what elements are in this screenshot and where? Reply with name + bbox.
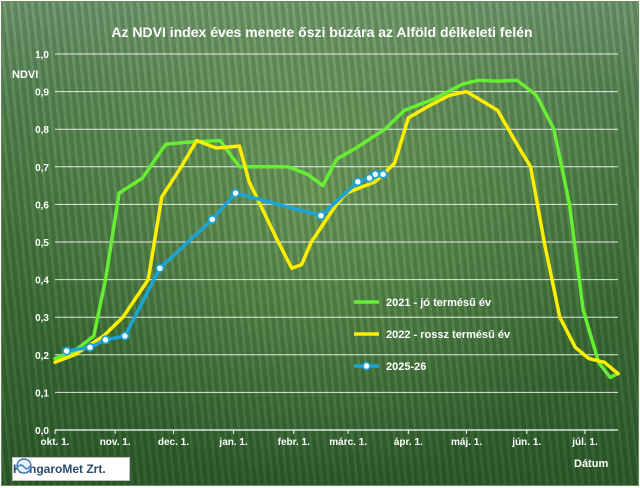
y-tick-label: 0,6 [35, 200, 49, 211]
series-line-0 [53, 78, 620, 380]
series-line-1 [53, 89, 620, 376]
y-tick-label: 0,3 [35, 313, 49, 324]
series-point [120, 331, 130, 341]
y-tick-label: 0,5 [35, 238, 49, 249]
x-tick-label: jan. 1. [218, 437, 248, 448]
y-tick-label: 1,0 [35, 50, 49, 61]
legend-marker [361, 361, 371, 371]
x-axis-label: Dátum [574, 458, 608, 470]
y-axis-label: NDVI [12, 69, 38, 81]
series-point [85, 342, 95, 352]
series-point [100, 335, 110, 345]
legend-label: 2025-26 [386, 361, 426, 373]
x-tick-label: febr. 1. [278, 437, 310, 448]
x-tick-label: nov. 1. [100, 437, 131, 448]
series-point [378, 169, 388, 179]
y-tick-label: 0,4 [35, 276, 49, 287]
series-point [370, 169, 380, 179]
series-point [155, 263, 165, 273]
series-point [62, 346, 72, 356]
hungaromet-logo: HungaroMet Zrt. [12, 457, 130, 481]
x-tick-label: dec. 1. [158, 437, 189, 448]
x-tick-label: júl. 1. [571, 437, 598, 448]
series-point [316, 211, 326, 221]
logo-text: HungaroMet Zrt. [13, 462, 106, 476]
x-tick-label: jún. 1. [511, 437, 541, 448]
chart-title: Az NDVI index éves menete őszi búzára az… [111, 24, 533, 40]
y-tick-label: 0,2 [35, 351, 49, 362]
series-point [353, 177, 363, 187]
x-tick-label: okt. 1. [41, 437, 70, 448]
series-point [207, 214, 217, 224]
y-tick-label: 0,9 [35, 88, 49, 99]
y-tick-label: 0,8 [35, 125, 49, 136]
x-tick-label: márc. 1. [329, 437, 367, 448]
x-tick-label: máj. 1. [451, 437, 482, 448]
legend-label: 2022 - rossz termésű év [386, 329, 511, 341]
hungaromet-logo-icon [16, 458, 32, 474]
y-tick-label: 0,7 [35, 163, 49, 174]
y-tick-label: 0,0 [35, 426, 49, 437]
legend-label: 2021 - jó termésű év [386, 297, 492, 309]
y-tick-label: 0,1 [35, 388, 49, 399]
series-point [231, 188, 241, 198]
x-tick-label: ápr. 1. [394, 437, 423, 448]
